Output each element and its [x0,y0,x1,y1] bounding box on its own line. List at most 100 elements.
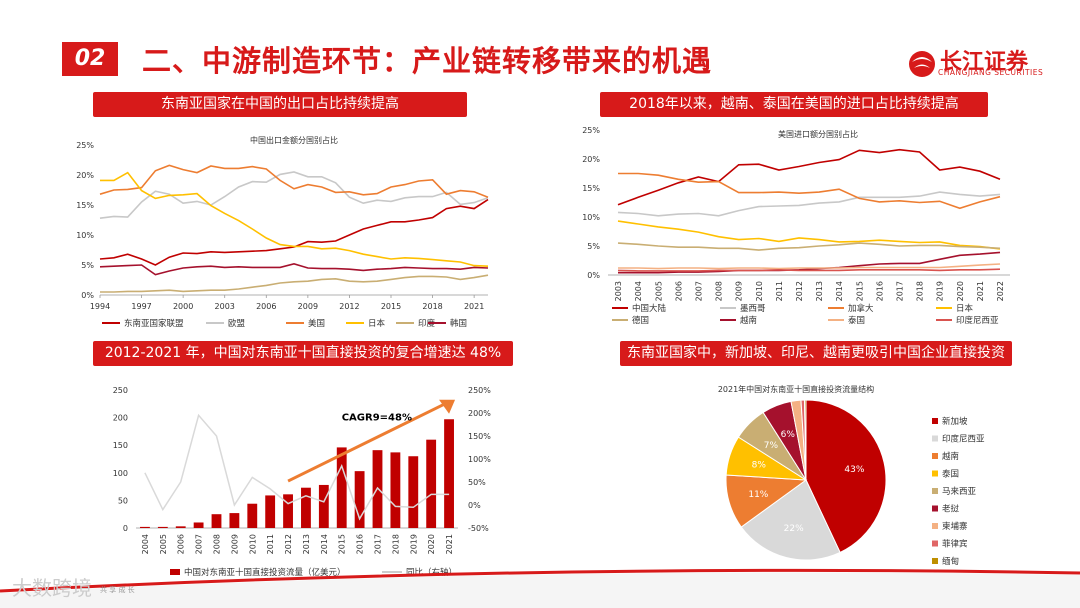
watermark-text: 大数跨境 [12,576,92,600]
chart-fdi-flow: 0 50 100 150 200 250 -50% 0% 50% 100% 150% 200% 250%… [113,386,492,578]
legend-label: 泰国 [942,469,959,480]
x-tick-label: 2011 [266,534,275,554]
x-tick-label: 2004 [634,281,643,301]
pie-data-label: 22% [784,524,804,534]
y-tick-label: 5% [587,242,600,251]
y-tick-label: 15% [582,184,600,193]
x-tick-label: 2014 [320,534,329,554]
x-tick-label: 2006 [177,534,186,554]
pie-data-label: 7% [764,441,779,451]
logo-subtitle: CHANGJIANG SECURITIES [938,68,1044,77]
pie-slice [805,399,887,554]
legend-swatch [932,540,938,547]
logo-text: 长江证券 [940,50,1029,75]
panel-title-us-import: 2018年以来，越南、泰国在美国的进口占比持续提高 [600,92,988,117]
chart-title: 中国出口金额分国别占比 [250,135,338,145]
x-tick-label: 2016 [356,534,365,554]
legend-label: 越南 [942,451,959,462]
x-tick-label: 2006 [256,302,276,311]
series-line [100,274,489,293]
series-line [617,268,1001,272]
x-tick-label: 2021 [976,281,985,301]
cagr-annotation: CAGR9=48% [342,412,412,423]
x-tick-label: 2007 [694,281,703,301]
x-tick-label: 2007 [195,534,204,554]
legend-swatch [932,435,938,442]
x-tick-label: 2012 [284,534,293,554]
x-tick-label: 2017 [374,534,383,554]
legend-label: 印度 [418,318,436,329]
legend-label: 中国对东南亚十国直接投资流量（亿美元） [184,567,346,578]
x-tick-label: 2008 [715,281,724,301]
x-tick-label: 2005 [654,281,663,301]
bar [247,503,258,528]
x-tick-label: 2013 [815,281,824,301]
y-left-tick-label: 200 [113,414,128,423]
legend-label: 越南 [740,315,757,326]
y-tick-label: 20% [582,155,600,164]
y-tick-label: 25% [76,141,94,150]
y-right-tick-label: 250% [468,386,491,395]
cagr-arrowhead [439,399,456,414]
legend-swatch [932,418,938,424]
y-tick-label: 0% [81,291,94,300]
y-left-tick-label: 150 [113,441,128,450]
legend-swatch [932,558,938,564]
y-right-tick-label: 150% [468,432,491,441]
series-line [617,242,1001,251]
pie-slice [740,479,841,561]
x-tick-label: 2013 [302,534,311,554]
y-tick-label: 15% [76,201,94,210]
bar [426,439,437,528]
legend-label: 泰国 [848,315,865,326]
x-tick-label: 2000 [173,302,193,311]
series-line [617,191,1001,217]
x-tick-label: 2018 [422,302,442,311]
legend-swatch [932,523,938,529]
series-line [99,164,489,198]
series-line [99,198,489,266]
footer-band [0,568,1080,608]
panel-title-asean-export: 东南亚国家在中国的出口占比持续提高 [93,92,467,117]
x-tick-label: 2017 [895,281,904,301]
bar [283,494,293,528]
pie-data-label: 8% [752,461,767,471]
x-tick-label: 2016 [875,281,884,301]
x-tick-label: 2021 [464,302,484,311]
y-left-tick-label: 50 [118,496,128,505]
legend-label: 加拿大 [848,303,874,314]
y-right-tick-label: 200% [468,409,491,418]
bar [390,452,401,528]
series-line [617,148,1001,206]
logo-icon [909,51,935,77]
x-tick-label: 2015 [381,302,401,311]
series-line [100,171,489,267]
chart-title: 美国进口额分国别占比 [778,129,858,139]
pie-data-label: 43% [844,465,864,475]
bar [140,526,150,528]
x-tick-label: 2010 [248,534,257,554]
x-tick-label: 2015 [338,534,347,554]
bar [175,526,186,528]
bar [157,526,168,528]
x-tick-label: 1997 [131,302,151,311]
legend-label: 东南亚国家联盟 [124,318,184,329]
legend-label: 柬埔寨 [942,521,968,532]
x-tick-label: 2018 [916,281,925,301]
legend-label: 新加坡 [942,416,968,427]
x-tick-label: 2022 [996,281,1005,301]
series-line [99,262,489,276]
legend-label: 印度尼西亚 [956,315,999,326]
x-tick-label: 2019 [936,281,945,301]
y-left-tick-label: 250 [113,386,128,395]
y-right-tick-label: 0% [468,501,481,510]
pie-slice [803,399,807,481]
series-line [618,251,1001,274]
bar [444,419,454,528]
legend-label: 韩国 [450,318,467,329]
cagr-arrow [287,402,446,483]
y-tick-label: 0% [587,271,600,280]
legend-label: 墨西哥 [740,304,766,314]
legend-swatch [932,505,938,512]
chart-us-import-share: 美国进口额分国别占比 0% 5% 10% 15% 20% 25% 2003 2004 2005 20… [582,126,1010,326]
